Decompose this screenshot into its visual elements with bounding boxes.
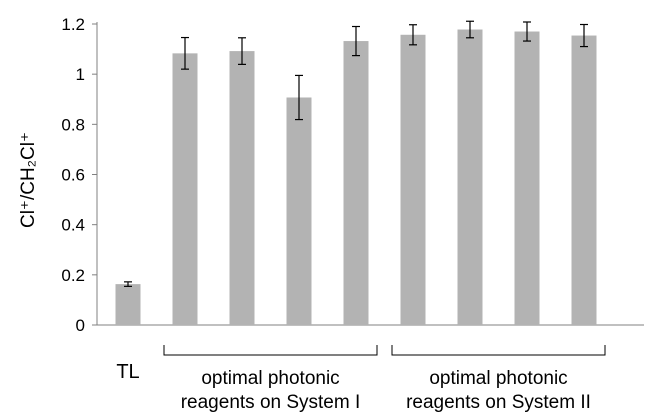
y-tick-label: 0.2 xyxy=(61,266,85,285)
bar xyxy=(172,53,198,325)
bars xyxy=(115,29,597,326)
y-tick-label: 0 xyxy=(76,316,85,335)
group-bracket-2 xyxy=(391,345,606,356)
error-bars xyxy=(124,20,588,287)
group-label-line2: reagents on System I xyxy=(181,392,361,413)
category-label-tl: TL xyxy=(116,361,139,383)
y-axis-label: Cl⁺/CH₂Cl⁺ xyxy=(18,132,39,228)
y-tick-label: 1 xyxy=(76,65,85,84)
group-label-line1: optimal photonic xyxy=(201,368,339,389)
group-label-line1: optimal photonic xyxy=(429,368,567,389)
y-tick-label: 0.4 xyxy=(61,216,85,235)
group-label-line2: reagents on System II xyxy=(406,392,591,413)
y-tick-label: 1.2 xyxy=(61,15,85,34)
bar xyxy=(400,34,426,326)
bar xyxy=(457,29,483,325)
y-tick-label: 0.6 xyxy=(61,166,85,185)
y-tick-label: 0.8 xyxy=(61,115,85,134)
y-axis-ticks: 0 0.2 0.4 0.6 0.8 1 1.2 xyxy=(61,15,97,335)
bar xyxy=(514,31,540,326)
bar xyxy=(229,51,255,326)
bar xyxy=(343,41,369,325)
bar xyxy=(115,284,141,325)
bar xyxy=(286,97,312,325)
group-bracket-1 xyxy=(163,345,378,356)
bar xyxy=(571,35,597,326)
group-brackets: optimal photonic reagents on System I opti… xyxy=(163,345,606,413)
